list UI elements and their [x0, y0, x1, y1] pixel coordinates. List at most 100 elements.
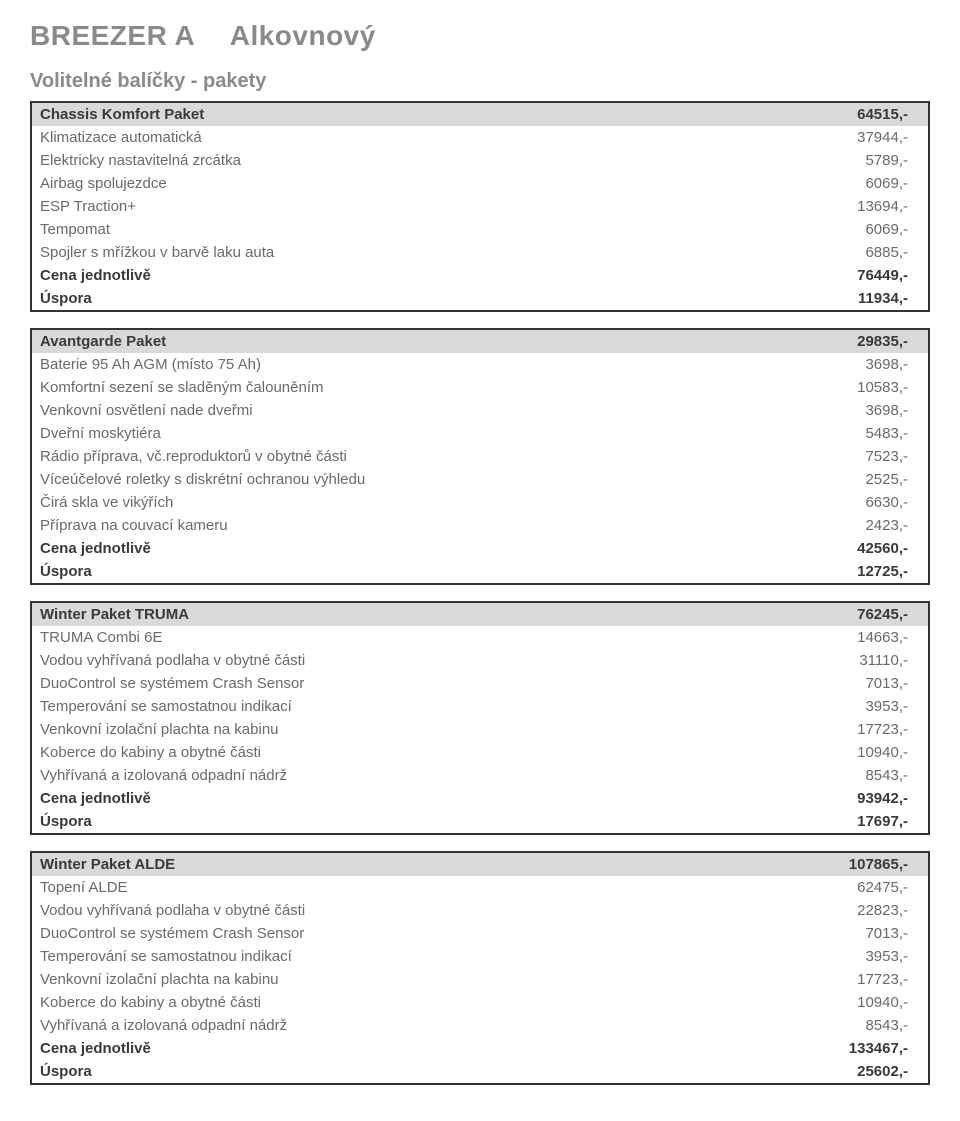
package-item-row: DuoControl se systémem Crash Sensor7013,… [31, 672, 929, 695]
package-header-row: Winter Paket ALDE107865,- [31, 852, 929, 876]
package-item-row: Příprava na couvací kameru2423,- [31, 514, 929, 537]
package-item-row: Baterie 95 Ah AGM (místo 75 Ah)3698,- [31, 353, 929, 376]
package-item-row: Čirá skla ve vikýřích6630,- [31, 491, 929, 514]
package-item-row: Vodou vyhřívaná podlaha v obytné části22… [31, 899, 929, 922]
item-price: 13694,- [749, 195, 929, 218]
package-item-row: Koberce do kabiny a obytné části10940,- [31, 741, 929, 764]
package-item-row: Rádio příprava, vč.reproduktorů v obytné… [31, 445, 929, 468]
package-table: Chassis Komfort Paket64515,-Klimatizace … [30, 101, 930, 312]
item-label: DuoControl se systémem Crash Sensor [31, 922, 749, 945]
package-price: 29835,- [749, 329, 929, 353]
package-item-row: Víceúčelové roletky s diskrétní ochranou… [31, 468, 929, 491]
uspora-price: 12725,- [749, 560, 929, 584]
package-price: 107865,- [749, 852, 929, 876]
item-label: Komfortní sezení se sladěným čalouněním [31, 376, 749, 399]
package-item-row: Vyhřívaná a izolovaná odpadní nádrž8543,… [31, 764, 929, 787]
package-name: Winter Paket TRUMA [31, 602, 749, 626]
item-price: 22823,- [749, 899, 929, 922]
item-price: 10940,- [749, 741, 929, 764]
page-subtitle: Volitelné balíčky - pakety [30, 70, 930, 93]
item-price: 5483,- [749, 422, 929, 445]
item-price: 17723,- [749, 718, 929, 741]
cena-row: Cena jednotlivě42560,- [31, 537, 929, 560]
package-item-row: Tempomat6069,- [31, 218, 929, 241]
title-type: Alkovnový [230, 20, 376, 51]
item-price: 3698,- [749, 399, 929, 422]
package-item-row: Temperování se samostatnou indikací3953,… [31, 945, 929, 968]
cena-label: Cena jednotlivě [31, 1037, 749, 1060]
item-label: Vodou vyhřívaná podlaha v obytné části [31, 649, 749, 672]
uspora-label: Úspora [31, 1060, 749, 1084]
item-label: Dveřní moskytiéra [31, 422, 749, 445]
cena-row: Cena jednotlivě76449,- [31, 264, 929, 287]
title-model: BREEZER A [30, 20, 195, 51]
item-label: Venkovní izolační plachta na kabinu [31, 968, 749, 991]
package-header-row: Chassis Komfort Paket64515,- [31, 102, 929, 126]
item-label: Příprava na couvací kameru [31, 514, 749, 537]
item-label: Čirá skla ve vikýřích [31, 491, 749, 514]
item-label: Vyhřívaná a izolovaná odpadní nádrž [31, 764, 749, 787]
item-label: Spojler s mřížkou v barvě laku auta [31, 241, 749, 264]
item-label: Koberce do kabiny a obytné části [31, 741, 749, 764]
item-label: Víceúčelové roletky s diskrétní ochranou… [31, 468, 749, 491]
package-item-row: Topení ALDE62475,- [31, 876, 929, 899]
uspora-row: Úspora17697,- [31, 810, 929, 834]
package-item-row: DuoControl se systémem Crash Sensor7013,… [31, 922, 929, 945]
item-price: 6885,- [749, 241, 929, 264]
item-price: 10583,- [749, 376, 929, 399]
item-price: 3953,- [749, 945, 929, 968]
package-item-row: Vyhřívaná a izolovaná odpadní nádrž8543,… [31, 1014, 929, 1037]
item-price: 7523,- [749, 445, 929, 468]
item-price: 37944,- [749, 126, 929, 149]
package-name: Avantgarde Paket [31, 329, 749, 353]
uspora-row: Úspora25602,- [31, 1060, 929, 1084]
uspora-price: 17697,- [749, 810, 929, 834]
item-price: 2525,- [749, 468, 929, 491]
package-price: 64515,- [749, 102, 929, 126]
package-header-row: Winter Paket TRUMA76245,- [31, 602, 929, 626]
package-table: Avantgarde Paket29835,-Baterie 95 Ah AGM… [30, 328, 930, 585]
item-label: Koberce do kabiny a obytné části [31, 991, 749, 1014]
item-price: 7013,- [749, 672, 929, 695]
item-label: Venkovní izolační plachta na kabinu [31, 718, 749, 741]
uspora-label: Úspora [31, 810, 749, 834]
package-name: Winter Paket ALDE [31, 852, 749, 876]
item-label: ESP Traction+ [31, 195, 749, 218]
item-price: 31110,- [749, 649, 929, 672]
cena-row: Cena jednotlivě133467,- [31, 1037, 929, 1060]
item-label: Vyhřívaná a izolovaná odpadní nádrž [31, 1014, 749, 1037]
item-label: Airbag spolujezdce [31, 172, 749, 195]
item-label: DuoControl se systémem Crash Sensor [31, 672, 749, 695]
package-item-row: TRUMA Combi 6E14663,- [31, 626, 929, 649]
item-price: 2423,- [749, 514, 929, 537]
item-price: 62475,- [749, 876, 929, 899]
cena-label: Cena jednotlivě [31, 787, 749, 810]
package-item-row: Klimatizace automatická37944,- [31, 126, 929, 149]
item-price: 8543,- [749, 764, 929, 787]
item-price: 17723,- [749, 968, 929, 991]
package-table: Winter Paket ALDE107865,-Topení ALDE6247… [30, 851, 930, 1085]
item-price: 6069,- [749, 218, 929, 241]
cena-price: 93942,- [749, 787, 929, 810]
package-item-row: Venkovní izolační plachta na kabinu17723… [31, 968, 929, 991]
item-price: 10940,- [749, 991, 929, 1014]
packages-container: Chassis Komfort Paket64515,-Klimatizace … [30, 101, 930, 1085]
item-price: 3953,- [749, 695, 929, 718]
package-table: Winter Paket TRUMA76245,-TRUMA Combi 6E1… [30, 601, 930, 835]
package-item-row: Venkovní izolační plachta na kabinu17723… [31, 718, 929, 741]
item-label: Klimatizace automatická [31, 126, 749, 149]
item-price: 6630,- [749, 491, 929, 514]
cena-price: 133467,- [749, 1037, 929, 1060]
package-item-row: Spojler s mřížkou v barvě laku auta6885,… [31, 241, 929, 264]
item-label: Elektricky nastavitelná zrcátka [31, 149, 749, 172]
package-item-row: Venkovní osvětlení nade dveřmi3698,- [31, 399, 929, 422]
item-label: Tempomat [31, 218, 749, 241]
item-label: Vodou vyhřívaná podlaha v obytné části [31, 899, 749, 922]
package-item-row: Airbag spolujezdce6069,- [31, 172, 929, 195]
package-item-row: Temperování se samostatnou indikací3953,… [31, 695, 929, 718]
item-price: 14663,- [749, 626, 929, 649]
uspora-row: Úspora12725,- [31, 560, 929, 584]
uspora-label: Úspora [31, 287, 749, 311]
item-label: Baterie 95 Ah AGM (místo 75 Ah) [31, 353, 749, 376]
item-label: Venkovní osvětlení nade dveřmi [31, 399, 749, 422]
